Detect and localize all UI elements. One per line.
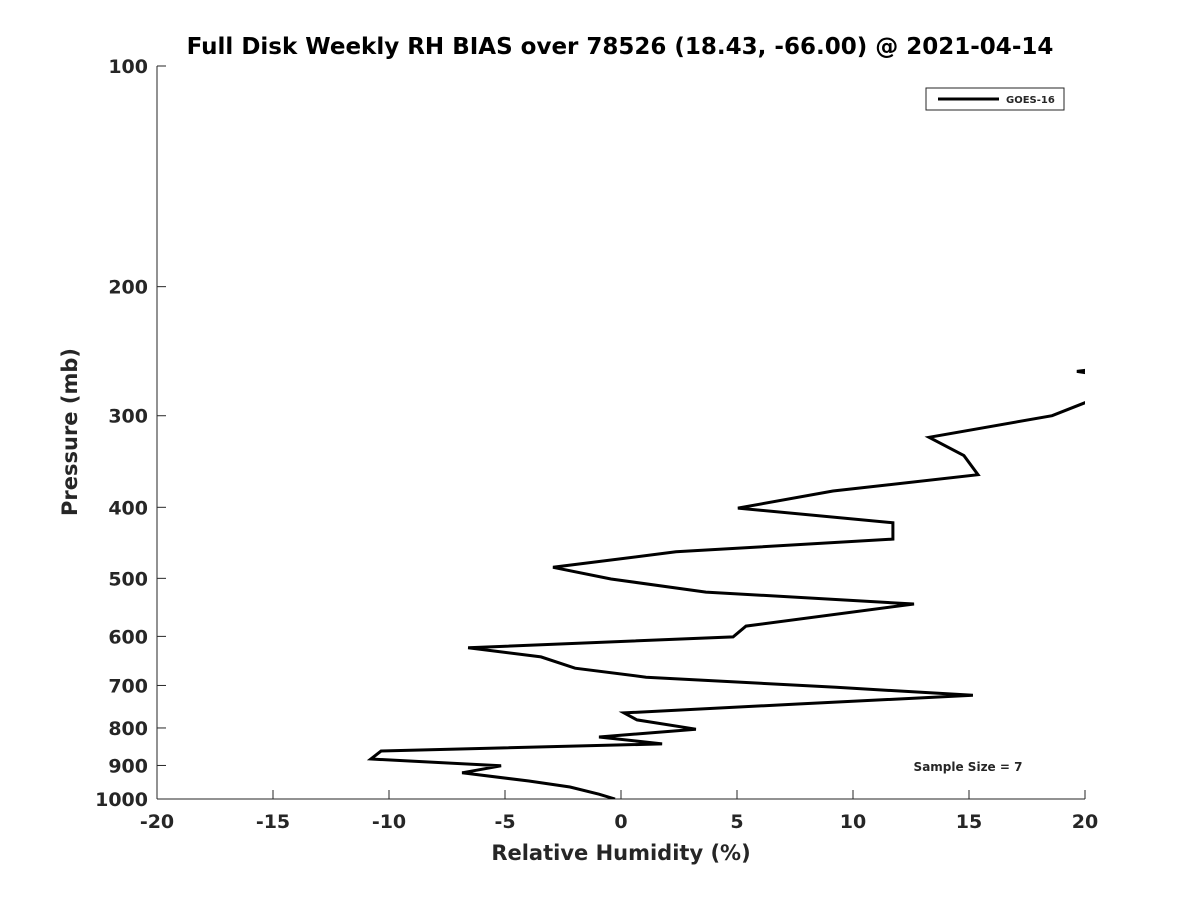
x-tick-label: 5 (730, 811, 743, 833)
y-tick-label: 600 (108, 626, 148, 648)
x-tick-label: 15 (956, 811, 982, 833)
series-line-goes-16-segment-0 (1076, 368, 1085, 375)
y-tick-label: 900 (108, 755, 148, 777)
chart-title: Full Disk Weekly RH BIAS over 78526 (18.… (187, 34, 1054, 60)
y-tick-label: 1000 (95, 789, 148, 811)
y-axis-label: Pressure (mb) (58, 348, 82, 516)
y-tick-label: 200 (108, 277, 148, 299)
x-axis-label: Relative Humidity (%) (491, 841, 750, 865)
y-tick-label: 700 (108, 675, 148, 697)
x-tick-label: 20 (1072, 811, 1098, 833)
x-tick-label: -10 (372, 811, 406, 833)
legend-label-goes-16: GOES-16 (1006, 95, 1055, 106)
y-tick-label: 100 (108, 56, 148, 78)
y-tick-label: 500 (108, 568, 148, 590)
x-tick-label: -15 (256, 811, 290, 833)
legend: GOES-16 (925, 87, 1065, 111)
x-tick-label: -5 (494, 811, 515, 833)
sample-size-annotation: Sample Size = 7 (914, 760, 1023, 774)
series-line-goes-16-segment-1 (366, 401, 1085, 799)
x-tick-label: 10 (840, 811, 866, 833)
axes (156, 66, 1085, 800)
y-tick-label: 300 (108, 406, 148, 428)
y-tick-label: 800 (108, 718, 148, 740)
y-tick-label: 400 (108, 497, 148, 519)
x-tick-label: -20 (140, 811, 174, 833)
x-tick-label: 0 (614, 811, 627, 833)
